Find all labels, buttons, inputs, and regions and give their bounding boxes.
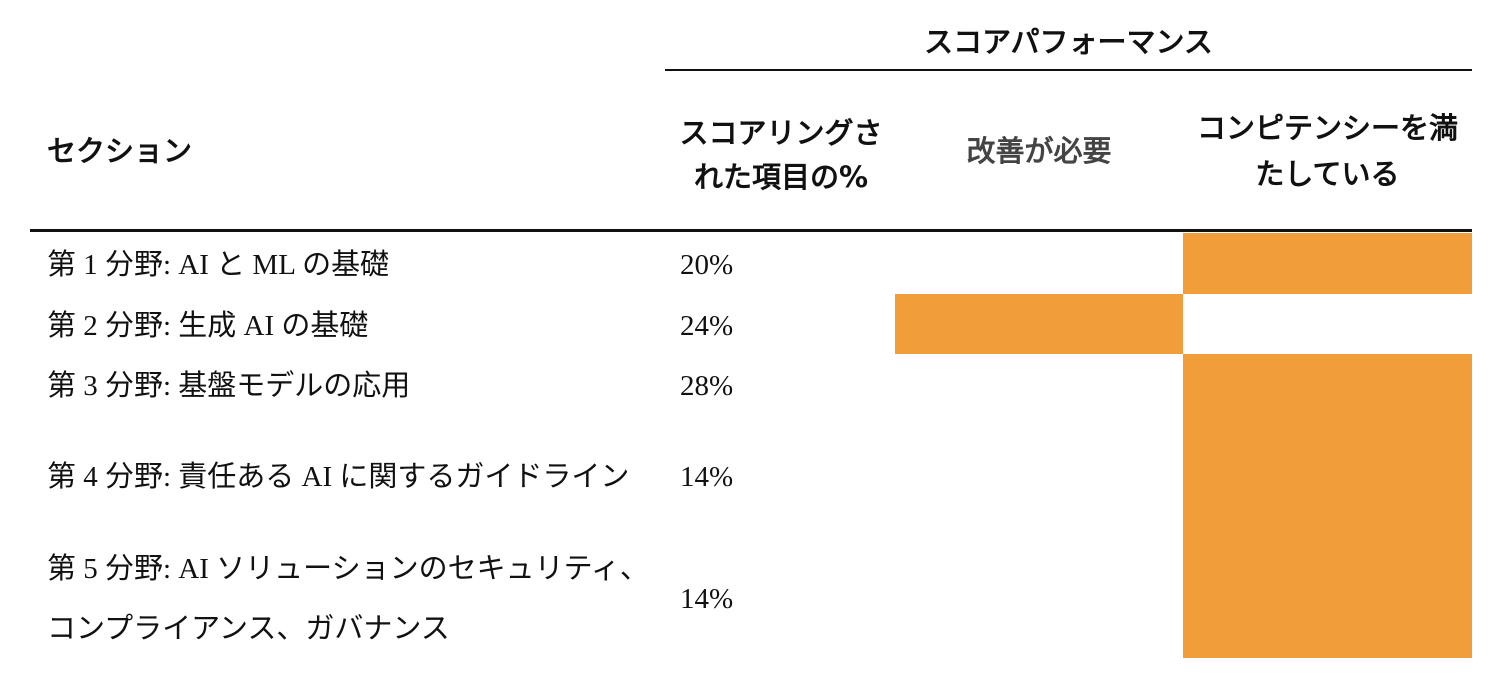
section-cell: 第 2 分野: 生成 AI の基礎 [47, 310, 369, 342]
column-header: コンピテンシーを満たしている [1196, 111, 1458, 191]
rule [665, 69, 1472, 71]
rule [30, 229, 1472, 232]
percent-cell: 28% [680, 370, 734, 402]
section-cell: 第 5 分野: AI ソリューションのセキュリティ、コンプライアンス、ガバナンス [47, 553, 649, 645]
percent-cell: 14% [680, 583, 734, 615]
percent-cell: 20% [680, 249, 734, 281]
percent-cell: 24% [680, 310, 734, 342]
highlight-cell [1183, 354, 1472, 658]
section-cell: 第 3 分野: 基盤モデルの応用 [47, 370, 411, 402]
highlight-cell [1183, 233, 1472, 294]
highlight-cell [895, 294, 1183, 354]
section-cell: 第 4 分野: 責任ある AI に関するガイドライン [47, 461, 630, 493]
column-header: セクション [47, 134, 193, 168]
percent-cell: 14% [680, 461, 734, 493]
column-header: 改善が必要 [966, 134, 1112, 168]
group-header: スコアパフォーマンス [924, 25, 1213, 59]
column-header: スコアリングされた項目の% [679, 116, 883, 194]
section-cell: 第 1 分野: AI と ML の基礎 [47, 249, 390, 281]
